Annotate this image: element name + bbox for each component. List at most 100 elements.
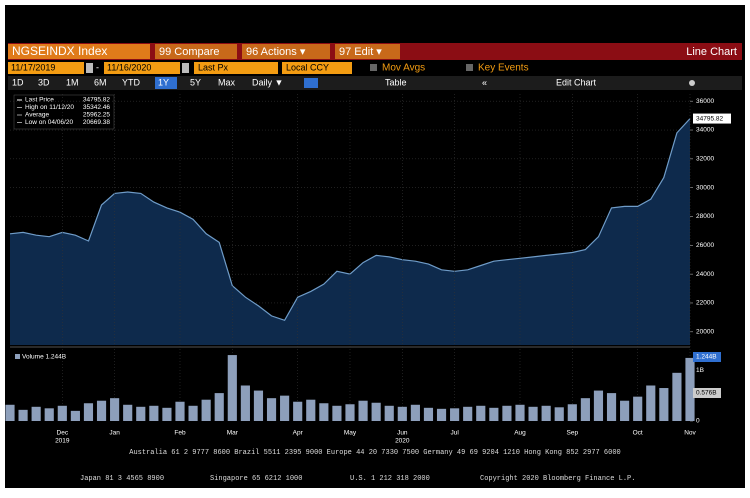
y-tick-label: 28000: [696, 213, 714, 220]
x-tick-label: Aug: [514, 430, 526, 437]
option-checkbox[interactable]: [466, 64, 473, 71]
volume-bar: [123, 404, 133, 421]
end-date[interactable]: 11/16/2020: [107, 62, 151, 72]
period-selected[interactable]: [155, 77, 177, 89]
frequency[interactable]: Daily ▼: [252, 77, 283, 87]
volume-bar: [188, 405, 198, 421]
period-button[interactable]: 5Y: [190, 77, 201, 87]
option[interactable]: Mov Avgs: [382, 63, 425, 74]
volume-bar: [70, 410, 80, 421]
volume-bar: [175, 401, 185, 421]
volume-bar: [554, 407, 564, 421]
volume-bar: [214, 393, 224, 421]
x-year-label: 2019: [55, 438, 70, 445]
volume-bar: [57, 405, 67, 421]
volume-bar: [606, 393, 617, 421]
menu-item[interactable]: 99 Compare: [159, 46, 220, 58]
volume-bar: [528, 406, 538, 421]
volume-bar: [44, 408, 54, 421]
price-flag: 34795.82: [696, 115, 723, 122]
price-area: [10, 118, 690, 345]
volume-flag: 1.244B: [696, 354, 717, 361]
volume-bar: [489, 407, 499, 421]
period-button[interactable]: 1D: [12, 77, 24, 87]
footer-item: U.S. 1 212 318 2000: [350, 475, 430, 483]
price-flag-box: [693, 113, 731, 124]
volume-flag-box: [693, 352, 721, 362]
period-button[interactable]: YTD: [122, 77, 141, 87]
x-tick-label: Sep: [567, 430, 579, 437]
y-tick-label: 22000: [696, 300, 714, 307]
period-button[interactable]: 1Y: [158, 77, 169, 87]
legend-value: 20669.38: [83, 119, 110, 126]
period-button[interactable]: 1M: [66, 77, 79, 87]
volume-bar: [319, 403, 329, 421]
calendar-icon[interactable]: [86, 63, 93, 73]
volume-bar: [580, 398, 590, 421]
y-tick-label: 0: [696, 418, 700, 425]
toolbar: [8, 76, 742, 90]
volume-bar: [358, 400, 368, 421]
field[interactable]: Last Px: [198, 62, 229, 72]
footer-item: Copyright 2020 Bloomberg Finance L.P.: [480, 475, 635, 483]
volume-bar: [436, 408, 447, 421]
settings-icon[interactable]: [689, 80, 695, 86]
option[interactable]: Key Events: [478, 63, 529, 74]
start-date[interactable]: 11/17/2019: [11, 62, 55, 72]
volume-flag-box: [693, 388, 721, 398]
volume-bar: [31, 406, 41, 421]
field-box[interactable]: [194, 62, 278, 74]
period-button[interactable]: Max: [218, 77, 236, 87]
volume-bar: [96, 400, 107, 421]
volume-bar: [18, 409, 28, 421]
y-tick-label: 32000: [696, 156, 714, 163]
chart-type-icon[interactable]: [304, 78, 318, 88]
period-button[interactable]: 3D: [38, 77, 50, 87]
period-button[interactable]: 6M: [94, 77, 107, 87]
volume-bar: [5, 404, 15, 421]
menu-item[interactable]: 96 Actions ▾: [246, 46, 306, 58]
menu-box[interactable]: [155, 44, 237, 59]
volume-bar: [515, 404, 525, 421]
volume-bar: [306, 399, 316, 421]
currency-box[interactable]: [282, 62, 352, 74]
footer-item: Singapore 65 6212 1000: [210, 475, 302, 483]
menu-box[interactable]: [335, 44, 400, 59]
edit-chart-button[interactable]: Edit Chart: [556, 77, 597, 87]
date-box[interactable]: [104, 62, 180, 74]
x-tick-label: Nov: [684, 430, 696, 437]
volume-bar: [397, 406, 407, 421]
calendar-icon[interactable]: [182, 63, 189, 73]
volume-legend: Volume 1.244B: [22, 354, 66, 361]
volume-bar: [593, 390, 604, 421]
date-box[interactable]: [8, 62, 84, 74]
volume-bar: [162, 407, 172, 421]
menu-box[interactable]: [242, 44, 330, 59]
volume-bar: [423, 407, 434, 421]
option-checkbox[interactable]: [370, 64, 377, 71]
volume-bar: [293, 401, 303, 421]
y-tick-label: 24000: [696, 271, 714, 278]
volume-bar: [345, 404, 355, 421]
legend-label: High on 11/12/20: [25, 104, 74, 111]
volume-bar: [463, 406, 473, 421]
volume-bar: [620, 400, 630, 421]
volume-bar: [110, 398, 120, 421]
x-tick-label: Feb: [174, 430, 186, 437]
legend-box: [13, 94, 115, 130]
volume-bar: [201, 399, 211, 421]
table-button[interactable]: Table: [385, 77, 407, 87]
volume-bar: [502, 405, 512, 421]
date-dash: -: [96, 62, 99, 72]
x-tick-label: Jan: [109, 430, 120, 437]
volume-bar: [266, 398, 277, 421]
collapse-button[interactable]: «: [482, 77, 487, 87]
footer-item: Japan 81 3 4565 8900: [80, 475, 164, 483]
menu-item[interactable]: 97 Edit ▾: [339, 46, 382, 58]
security: NGSEINDX Index: [12, 44, 107, 58]
legend-value: 35342.46: [83, 104, 110, 111]
x-tick-label: Jul: [450, 430, 459, 437]
view-name: Line Chart: [686, 46, 737, 58]
volume-bar: [633, 396, 643, 421]
currency[interactable]: Local CCY: [286, 62, 329, 72]
